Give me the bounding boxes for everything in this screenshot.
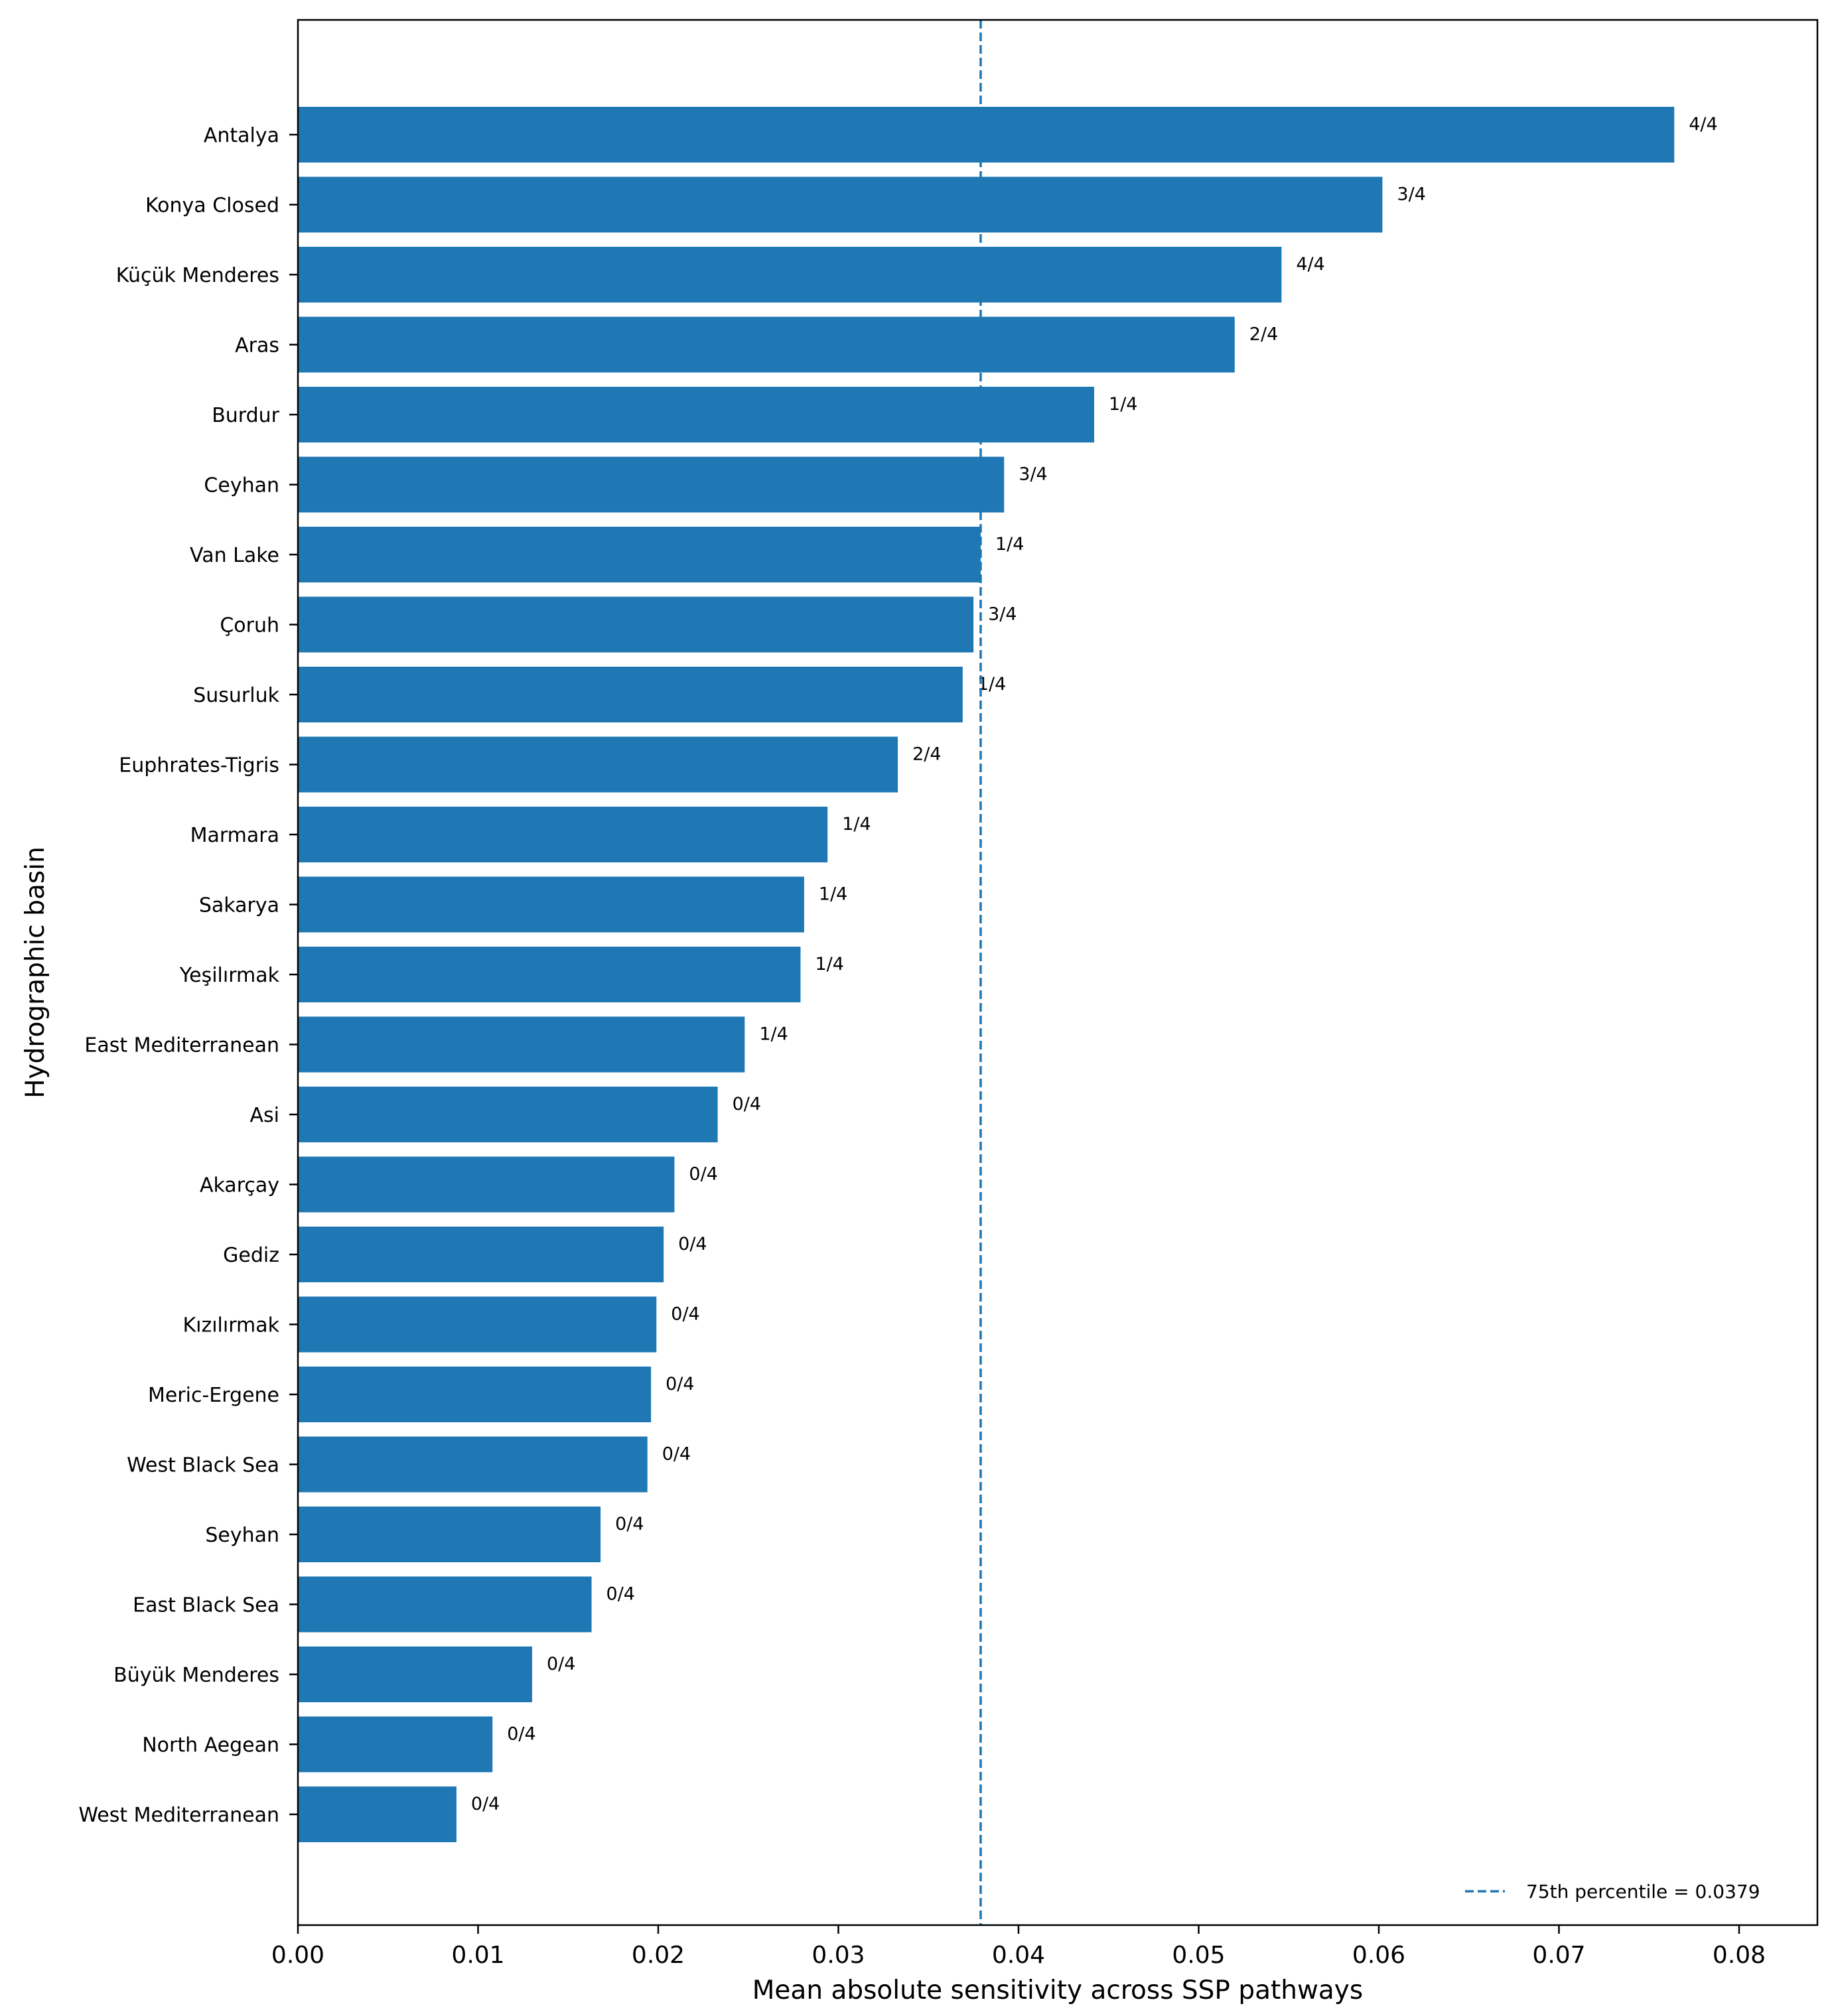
bar [298,1156,675,1213]
y-tick-label: Çoruh [220,614,279,638]
bar-value-label: 1/4 [977,674,1006,695]
y-tick-label: North Aegean [142,1734,279,1757]
bar-value-label: 2/4 [1249,324,1278,345]
bar [298,176,1383,233]
y-tick-label: Ceyhan [204,474,279,498]
y-tick-label: West Black Sea [127,1454,279,1477]
bar [298,1576,592,1633]
bar-value-label: 0/4 [547,1654,575,1674]
bar-value-label: 3/4 [988,604,1017,625]
bar [298,107,1675,163]
x-axis-title: Mean absolute sensitivity across SSP pat… [752,1976,1363,2005]
bar [298,316,1235,373]
bar-value-label: 1/4 [995,534,1024,555]
bar-value-label: 1/4 [819,884,847,905]
x-axis: 0.00 0.01 0.02 0.03 0.04 0.05 0.06 0.07 0.08 [271,1925,1766,1969]
y-tick-label: Burdur [212,404,279,427]
plot-frame [297,19,1819,1926]
bar-labels-group: 4/4 3/4 4/4 2/4 1/4 3/4 1/4 3/4 1/4 2/4 1/4 1/4 1/4 1… [471,114,1718,1814]
bar-value-label: 4/4 [1689,114,1717,135]
x-tick-label: 0.02 [632,1942,685,1969]
x-tick-label: 0.00 [271,1942,324,1969]
bar-value-label: 0/4 [666,1374,694,1394]
x-tick-label: 0.07 [1532,1942,1585,1969]
y-tick-label: Yeşilırmak [179,964,280,987]
y-tick-label: Sakarya [199,894,279,917]
bar-value-label: 0/4 [662,1444,691,1465]
y-tick-label: Gediz [223,1244,279,1267]
y-axis-title: Hydrographic basin [21,846,50,1099]
x-tick-label: 0.08 [1713,1942,1766,1969]
legend: 75th percentile = 0.0379 [1465,1881,1760,1903]
y-tick-label: Meric-Ergene [148,1384,279,1407]
y-tick-label: Asi [250,1104,280,1127]
bar-value-label: 1/4 [1109,394,1137,415]
bar [298,1786,457,1842]
y-tick-label: Büyük Menderes [113,1664,279,1687]
x-tick-label: 0.05 [1172,1942,1225,1969]
y-tick-label: East Black Sea [133,1594,279,1617]
bar-value-label: 2/4 [912,744,941,765]
x-tick-label: 0.03 [811,1942,865,1969]
y-tick-label: Aras [235,334,279,358]
legend-label: 75th percentile = 0.0379 [1526,1881,1760,1903]
bar [298,596,974,653]
bar [298,1716,493,1773]
y-tick-label: Küçük Menderes [116,264,279,287]
y-tick-label: West Mediterranean [78,1804,279,1827]
bar [298,1296,657,1353]
y-tick-label: Van Lake [190,544,279,567]
bar [298,876,804,933]
y-tick-label: Seyhan [205,1524,279,1547]
bar-value-label: 0/4 [733,1094,761,1114]
bar-value-label: 0/4 [689,1164,717,1185]
bar-value-label: 4/4 [1296,254,1324,275]
bar-value-label: 0/4 [678,1234,707,1254]
bar-value-label: 0/4 [615,1514,644,1534]
y-tick-label: Akarçay [200,1174,279,1197]
y-tick-label: Kızılırmak [182,1314,279,1337]
bar-value-label: 1/4 [759,1024,788,1045]
bar [298,1507,601,1562]
bar [298,1227,664,1282]
bar-value-label: 0/4 [671,1304,699,1325]
y-tick-label: Susurluk [193,684,279,707]
y-axis: Antalya Konya Closed Küçük Menderes Aras Bur… [78,124,298,1827]
bar [298,1367,652,1422]
bar [298,947,801,1002]
bar [298,387,1095,442]
bar [298,1646,532,1702]
bar [298,667,963,722]
bar [298,247,1282,302]
bars-group [298,107,1675,1842]
y-tick-label: Euphrates-Tigris [119,754,279,777]
y-tick-label: Antalya [204,124,279,147]
x-tick-label: 0.01 [451,1942,504,1969]
x-tick-label: 0.04 [992,1942,1045,1969]
x-tick-label: 0.06 [1352,1942,1405,1969]
bar [298,1436,648,1493]
bar [298,807,828,862]
bar [298,736,898,793]
y-tick-label: Konya Closed [145,194,279,218]
bar-value-label: 3/4 [1019,464,1047,485]
bar [298,527,981,582]
bar-value-label: 0/4 [471,1794,500,1814]
bar-value-label: 1/4 [815,954,843,974]
bar-value-label: 0/4 [507,1724,535,1745]
y-tick-label: Marmara [190,824,279,847]
bar [298,1087,718,1142]
bar-value-label: 1/4 [842,814,871,835]
bar [298,456,1005,513]
y-tick-label: East Mediterranean [84,1034,279,1057]
bar-value-label: 3/4 [1397,184,1425,205]
bar-value-label: 0/4 [606,1584,635,1605]
bar [298,1016,745,1073]
